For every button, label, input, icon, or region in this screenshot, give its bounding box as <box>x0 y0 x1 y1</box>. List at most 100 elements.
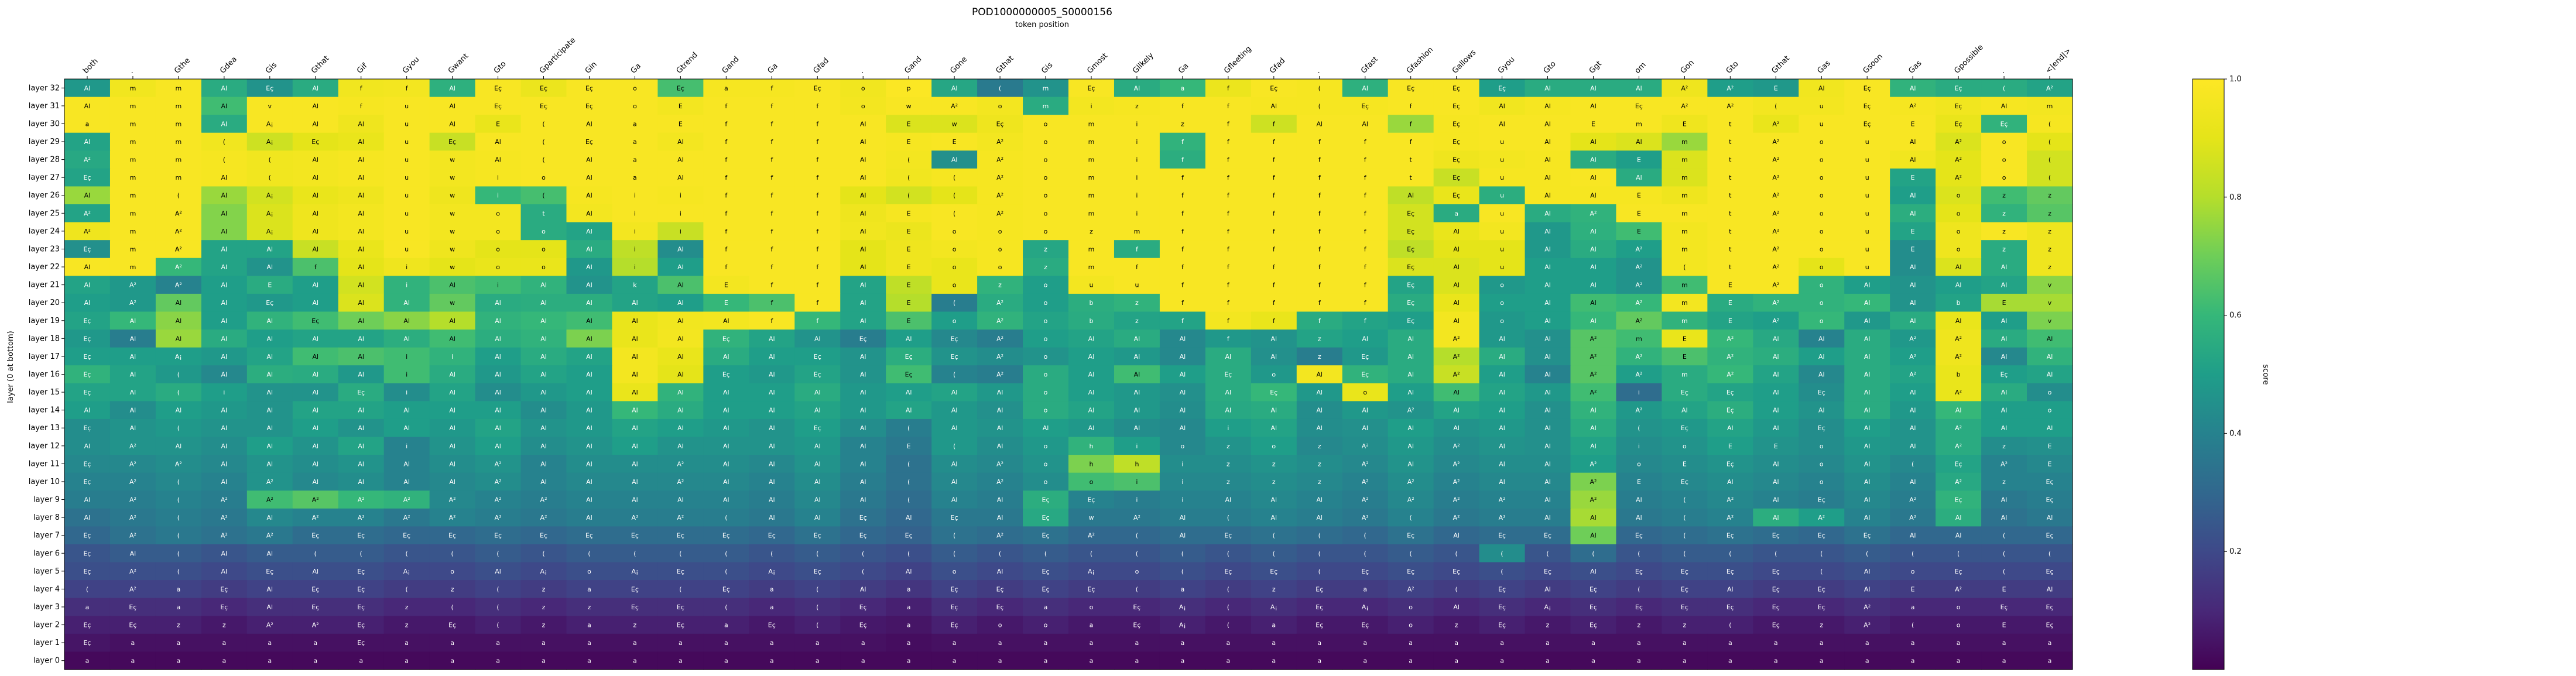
x-tick-label: Gand <box>721 55 741 76</box>
cell-label: A² <box>84 228 91 235</box>
heatmap-cell <box>1342 311 1389 330</box>
heatmap-cell <box>1525 132 1571 151</box>
cell-label: Eç <box>129 622 136 629</box>
cell-label: Al <box>449 389 455 396</box>
heatmap-cell <box>566 365 613 384</box>
heatmap-cell <box>1890 186 1936 205</box>
heatmap-cell <box>612 347 658 366</box>
cell-label: f <box>406 84 409 92</box>
heatmap-cell <box>1388 418 1434 438</box>
cell-label: Al <box>632 353 638 361</box>
heatmap-cell <box>886 240 932 259</box>
x-tick-label: Gthat <box>1770 54 1791 75</box>
heatmap-cell <box>383 240 430 259</box>
heatmap-cell <box>886 365 932 384</box>
heatmap-cell <box>475 240 522 259</box>
cell-label: a <box>2002 657 2006 665</box>
heatmap-cell <box>1296 437 1343 455</box>
heatmap-cell <box>1068 598 1115 616</box>
cell-label: Al <box>358 478 364 486</box>
heatmap-cell <box>749 115 795 133</box>
cell-label: A¡ <box>1179 603 1186 611</box>
heatmap-cell <box>1616 150 1662 169</box>
cell-label: Al <box>997 514 1003 521</box>
cell-label: o <box>1820 210 1824 217</box>
heatmap-cell <box>840 472 886 491</box>
cell-label: Al <box>403 317 410 325</box>
cell-label: u <box>1500 210 1504 217</box>
heatmap-cell <box>1159 418 1206 438</box>
cell-label: Al <box>2001 263 2008 271</box>
cell-label: Al <box>1864 424 1871 432</box>
cell-label: m <box>1088 120 1095 128</box>
cell-label: Al <box>632 407 638 414</box>
cell-label: Eç <box>1955 568 1962 575</box>
cell-label: Al <box>1910 156 1916 164</box>
cell-label: Al <box>1544 407 1551 414</box>
heatmap-cell <box>429 526 476 545</box>
heatmap-cell <box>703 418 749 438</box>
heatmap-cell <box>886 258 932 276</box>
cell-label: u <box>1865 192 1869 200</box>
heatmap-cell <box>657 437 704 455</box>
heatmap-cell <box>1890 651 1936 670</box>
heatmap-cell <box>64 616 111 634</box>
heatmap-cell <box>886 418 932 438</box>
cell-label: i <box>406 389 407 396</box>
cell-label: Eç <box>1681 568 1688 575</box>
cell-label: Al <box>814 335 821 342</box>
heatmap-cell <box>1205 508 1252 527</box>
cell-label: Al <box>1407 371 1414 379</box>
heatmap-cell <box>1479 383 1526 402</box>
cell-label: Al <box>1636 84 1642 92</box>
cell-label: Al <box>1544 353 1551 361</box>
heatmap-cell <box>1799 472 1845 491</box>
x-tick-label: Gallows <box>1451 48 1478 76</box>
cell-label: o <box>1820 228 1824 235</box>
heatmap-cell <box>703 293 749 313</box>
cell-label: Al <box>860 478 866 486</box>
heatmap-cell <box>1707 258 1753 276</box>
cell-label: Al <box>267 245 273 253</box>
cell-label: Al <box>586 192 592 200</box>
cell-label: o <box>998 263 1002 271</box>
heatmap-cell <box>429 508 476 527</box>
cell-label: Al <box>221 210 228 217</box>
cell-label: i <box>1181 496 1183 504</box>
heatmap-cell <box>840 490 886 509</box>
heatmap-cell <box>1023 276 1069 294</box>
cell-label: Al <box>1544 335 1551 342</box>
cell-label: Eç <box>1818 585 1825 593</box>
cell-label: E <box>724 299 728 307</box>
heatmap-cell <box>1844 204 1890 223</box>
heatmap-cell <box>1753 168 1799 187</box>
cell-label: E <box>907 210 911 217</box>
heatmap-cell <box>2027 132 2073 151</box>
heatmap-cell <box>64 508 111 527</box>
heatmap-cell <box>1068 168 1115 187</box>
cell-label: Al <box>860 496 866 504</box>
cell-label: Al <box>312 568 318 575</box>
heatmap-cell <box>703 222 749 241</box>
heatmap-cell <box>1433 455 1480 473</box>
cell-label: Eç <box>1955 496 1962 504</box>
cell-label: A² <box>1772 210 1779 217</box>
heatmap-cell <box>1936 276 1982 294</box>
cell-label: z <box>1181 120 1184 128</box>
heatmap-cell <box>1068 472 1115 491</box>
heatmap-cell <box>338 508 385 527</box>
heatmap-cell <box>1799 330 1845 348</box>
heatmap-cell <box>475 651 522 670</box>
y-tick-label: layer 4 <box>33 585 60 593</box>
cell-label: A² <box>1635 263 1642 271</box>
cell-label: z <box>1135 299 1139 307</box>
cell-label: A² <box>1407 585 1414 593</box>
heatmap-cell <box>246 204 293 223</box>
heatmap-cell <box>1844 633 1890 653</box>
heatmap-cell <box>2027 580 2073 599</box>
cell-label: w <box>450 299 455 307</box>
cell-label: Al <box>723 353 729 361</box>
cell-label: o <box>542 263 546 271</box>
cell-label: o <box>1181 442 1185 450</box>
cell-label: z <box>1227 460 1230 468</box>
